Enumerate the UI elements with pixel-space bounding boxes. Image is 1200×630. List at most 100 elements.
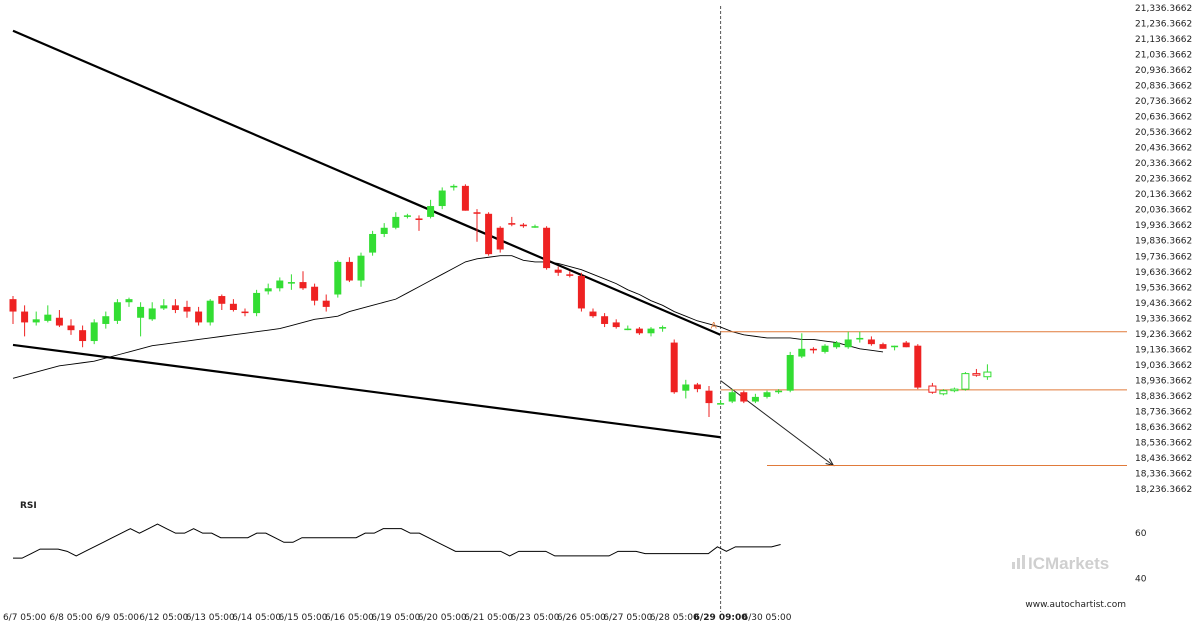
candle-body (345, 261, 353, 281)
candle-body (809, 348, 817, 351)
y-tick-label: 20,736.3662 (1135, 97, 1192, 107)
y-tick-label: 19,036.3662 (1135, 361, 1192, 371)
x-tick-label: 6/20 05:00 (418, 613, 467, 623)
x-tick-label: 6/21 05:00 (464, 613, 513, 623)
candle-body (577, 275, 585, 309)
projection-candle (950, 387, 959, 393)
candle-body (717, 403, 725, 405)
candle-body (682, 384, 690, 391)
y-tick-label: 21,136.3662 (1135, 35, 1192, 45)
candle-body (983, 371, 992, 378)
projection-candle (983, 364, 992, 380)
x-tick-label: 6/23 05:00 (510, 613, 559, 623)
candle (218, 294, 226, 311)
candle-body (519, 224, 527, 227)
candle-body (798, 348, 806, 357)
candle-body (496, 227, 504, 250)
candle-body (972, 373, 981, 376)
candle-body (427, 206, 435, 217)
candle (670, 339, 678, 394)
candle-body (79, 330, 87, 342)
x-tick-label: 6/29 09:00 (694, 613, 748, 623)
candle (148, 302, 156, 321)
candle (90, 319, 98, 345)
candle (891, 345, 899, 351)
candle (821, 344, 829, 354)
y-tick-label: 19,536.3662 (1135, 283, 1192, 293)
candle (44, 305, 52, 323)
projection-candles (928, 364, 992, 396)
candle-body (566, 274, 574, 276)
candle (624, 325, 632, 331)
candle-body (218, 296, 226, 304)
candle (171, 299, 179, 314)
candle (577, 272, 585, 312)
y-tick-label: 21,236.3662 (1135, 20, 1192, 30)
candle (357, 252, 365, 287)
rsi-line (13, 523, 781, 559)
candle-body (287, 282, 295, 284)
y-tick-label: 18,436.3662 (1135, 454, 1192, 464)
candle (867, 336, 875, 346)
y-tick-label: 19,736.3662 (1135, 252, 1192, 262)
candle (55, 310, 63, 328)
candle (601, 313, 609, 328)
candle-body (763, 392, 771, 397)
candle (496, 226, 504, 253)
y-tick-label: 20,836.3662 (1135, 82, 1192, 92)
candle (311, 283, 319, 306)
candle-body (183, 306, 191, 312)
candle-body (856, 337, 864, 340)
x-tick-label: 6/15 05:00 (278, 613, 327, 623)
candle (345, 257, 353, 283)
x-tick-label: 6/7 05:00 (3, 613, 47, 623)
projection-arrow-line (720, 380, 834, 466)
candle-body (659, 327, 667, 329)
site-url: www.autochartist.com (1025, 600, 1126, 610)
candle-body (821, 345, 829, 352)
candle (334, 260, 342, 298)
candle (403, 213, 411, 219)
candle (809, 347, 817, 354)
y-axis: 21,336.3662 21,236.3662 21,136.3662 21,036.… (1135, 4, 1192, 495)
candle-body (670, 342, 678, 393)
candle-body (693, 384, 701, 390)
y-tick-label: 18,636.3662 (1135, 423, 1192, 433)
x-tick-label: 6/26 05:00 (557, 613, 606, 623)
candle-body (461, 185, 469, 211)
candle-body (914, 345, 922, 388)
candle (299, 271, 307, 290)
candle (322, 294, 330, 312)
candle (160, 299, 168, 311)
y-tick-label: 20,436.3662 (1135, 144, 1192, 154)
y-tick-label: 20,936.3662 (1135, 66, 1192, 76)
candle (206, 299, 214, 326)
y-tick-label: 20,536.3662 (1135, 128, 1192, 138)
candle (635, 327, 643, 335)
x-tick-label: 6/28 05:00 (650, 613, 699, 623)
candle-body (438, 190, 446, 207)
x-tick-label: 6/14 05:00 (232, 613, 281, 623)
x-tick-label: 6/16 05:00 (325, 613, 374, 623)
rsi-tick-label: 40 (1135, 575, 1147, 585)
candle (508, 216, 516, 227)
logo-bars-icon (1012, 555, 1025, 569)
candle (113, 299, 121, 324)
candle (9, 296, 17, 324)
y-tick-label: 20,336.3662 (1135, 159, 1192, 169)
y-tick-label: 18,536.3662 (1135, 438, 1192, 448)
candle (450, 184, 458, 191)
candle (844, 331, 852, 349)
candle-body (950, 388, 959, 392)
candle (566, 271, 574, 278)
candle-body (624, 328, 632, 331)
candle-body (55, 317, 63, 326)
y-tick-label: 21,036.3662 (1135, 51, 1192, 61)
candle (751, 393, 759, 404)
candle (717, 399, 725, 405)
candle-body (485, 213, 493, 255)
candle-body (195, 311, 203, 323)
candle-body (311, 286, 319, 301)
projection-candle (972, 368, 981, 377)
